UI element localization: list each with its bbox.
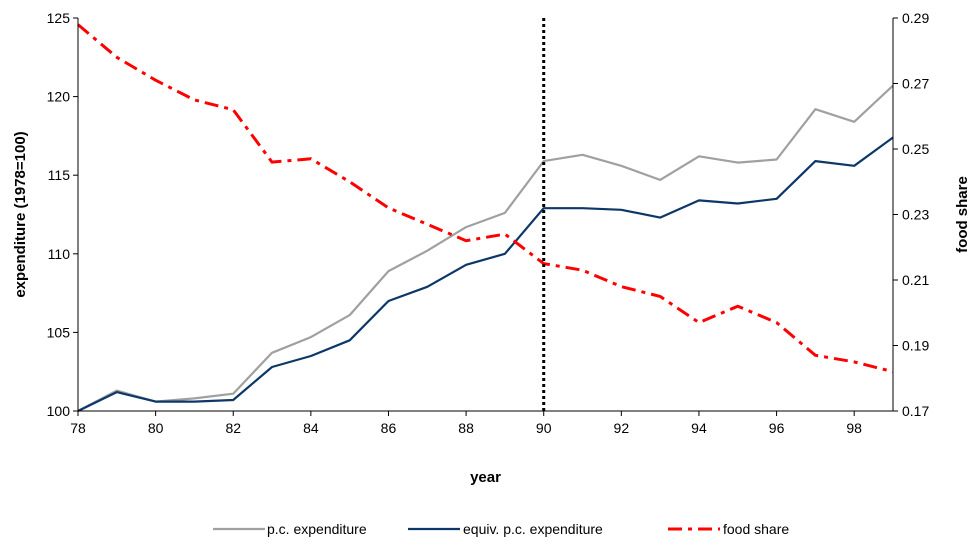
legend: p.c. expenditure equiv. p.c. expenditure f… bbox=[213, 521, 789, 537]
plot-area: 100 105 110 115 120 125 0.17 0.19 0.21 0.23 0.25 0.… bbox=[47, 10, 930, 436]
y-tick-label: 105 bbox=[47, 324, 71, 340]
x-tick-label: 80 bbox=[148, 420, 164, 436]
y2-tick-label: 0.25 bbox=[902, 141, 929, 157]
y-axis-title-left: expenditure (1978=100) bbox=[12, 131, 29, 297]
legend-label-2: food share bbox=[723, 521, 789, 537]
x-tick-label: 92 bbox=[614, 420, 630, 436]
y2-tick-label: 0.17 bbox=[902, 403, 929, 419]
x-tick-label: 96 bbox=[769, 420, 785, 436]
legend-label-0: p.c. expenditure bbox=[267, 521, 367, 537]
x-tick-label: 90 bbox=[536, 420, 552, 436]
ticks-layer: 100 105 110 115 120 125 0.17 0.19 0.21 0.23 0.25 0.… bbox=[47, 10, 930, 436]
x-axis-title: year bbox=[470, 469, 501, 486]
y2-tick-label: 0.21 bbox=[902, 272, 929, 288]
y-tick-label: 110 bbox=[48, 246, 71, 262]
legend-label-1: equiv. p.c. expenditure bbox=[463, 521, 603, 537]
y-tick-label: 115 bbox=[48, 167, 71, 183]
x-tick-label: 94 bbox=[691, 420, 707, 436]
y2-tick-label: 0.19 bbox=[902, 338, 929, 354]
x-tick-label: 78 bbox=[70, 420, 86, 436]
y-tick-label: 120 bbox=[47, 89, 71, 105]
series-line-0 bbox=[77, 84, 894, 412]
x-tick-label: 84 bbox=[303, 420, 319, 436]
x-tick-label: 86 bbox=[381, 420, 397, 436]
series-layer bbox=[77, 23, 894, 412]
y2-tick-label: 0.29 bbox=[902, 10, 929, 26]
y-tick-label: 100 bbox=[47, 403, 71, 419]
x-tick-label: 98 bbox=[846, 420, 862, 436]
y2-tick-label: 0.23 bbox=[902, 207, 929, 223]
y2-tick-label: 0.27 bbox=[902, 76, 929, 92]
series-line-2 bbox=[77, 23, 894, 374]
x-tick-label: 82 bbox=[225, 420, 241, 436]
y-axis-title-right: food share bbox=[954, 176, 971, 253]
y-tick-label: 125 bbox=[47, 10, 71, 26]
x-tick-label: 88 bbox=[458, 420, 474, 436]
series-line-1 bbox=[77, 136, 894, 412]
